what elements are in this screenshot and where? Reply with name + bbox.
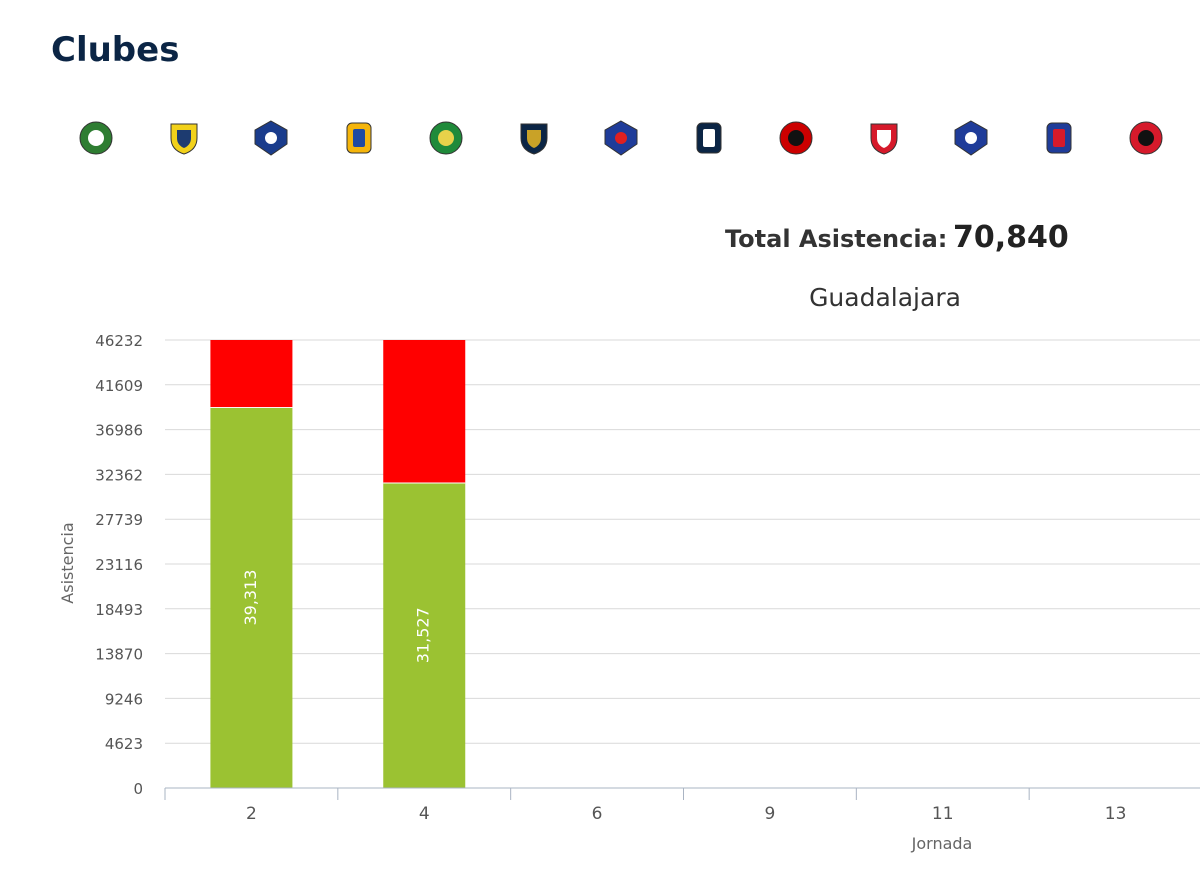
cruz-azul-crest-icon[interactable] — [601, 118, 641, 158]
x-axis-title: Jornada — [911, 834, 973, 853]
y-tick-label: 36986 — [95, 422, 143, 440]
y-tick-label: 23116 — [95, 556, 143, 574]
monterrey-crest-icon[interactable] — [689, 118, 729, 158]
x-tick-label: 11 — [932, 804, 954, 824]
y-tick-label: 9246 — [105, 690, 143, 708]
y-tick-label: 41609 — [95, 377, 143, 395]
grid-lines — [165, 339, 1200, 744]
total-attendance-value: 70,840 — [952, 220, 1069, 255]
y-tick-label: 27739 — [95, 511, 143, 529]
chivas-crest-icon[interactable] — [1039, 118, 1079, 158]
x-tick-label: 2 — [246, 804, 257, 824]
bar-remaining-capacity[interactable] — [383, 340, 466, 483]
y-axis-title: Asistencia — [58, 522, 77, 603]
y-tick-label: 46232 — [95, 332, 143, 350]
y-tick-label: 18493 — [95, 601, 143, 619]
pachuca-crest-icon[interactable] — [951, 118, 991, 158]
chart-title: Guadalajara — [809, 283, 961, 312]
bar-remaining-capacity[interactable] — [210, 340, 293, 408]
x-tick-label: 13 — [1105, 804, 1127, 824]
club-selector — [52, 110, 1200, 170]
queretaro-crest-icon[interactable] — [251, 118, 291, 158]
atlas-crest-icon[interactable] — [776, 118, 816, 158]
total-attendance-label: Total Asistencia: — [725, 225, 948, 253]
santos-crest-icon[interactable] — [76, 118, 116, 158]
pumas-crest-icon[interactable] — [514, 118, 554, 158]
leon-crest-icon[interactable] — [426, 118, 466, 158]
x-axis: 2 4 6 9 11 13 — [164, 787, 1200, 824]
x-tick-label: 4 — [419, 804, 430, 824]
y-tick-label: 0 — [133, 780, 143, 798]
bars: 39,313 31,527 — [210, 340, 466, 788]
y-tick-label: 13870 — [95, 646, 143, 664]
bar-data-label: 39,313 — [241, 570, 260, 626]
america-crest-icon[interactable] — [164, 118, 204, 158]
total-attendance: Total Asistencia: 70,840 — [725, 220, 1069, 255]
bar-attendance[interactable] — [210, 407, 293, 788]
y-tick-label: 32362 — [95, 466, 143, 484]
y-tick-label: 4623 — [105, 735, 143, 753]
y-axis-ticks: 0 4623 9246 13870 18493 23116 27739 32362 36986 4… — [95, 332, 143, 798]
x-tick-label: 9 — [765, 804, 776, 824]
x-tick-label: 6 — [592, 804, 603, 824]
bar-attendance[interactable] — [383, 482, 466, 788]
bar-data-label: 31,527 — [414, 607, 433, 663]
tigres-crest-icon[interactable] — [339, 118, 379, 158]
tijuana-crest-icon[interactable] — [1126, 118, 1166, 158]
necaxa-crest-icon[interactable] — [864, 118, 904, 158]
page-title: Clubes — [51, 30, 180, 70]
